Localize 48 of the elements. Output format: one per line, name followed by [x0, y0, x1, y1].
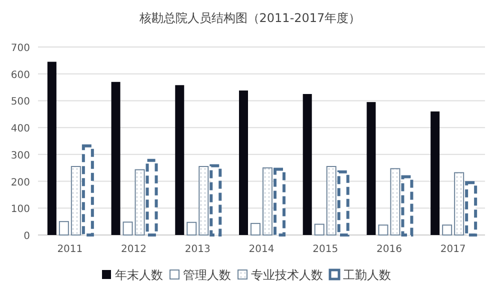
y-tick-label: 700 — [10, 43, 30, 54]
bar — [239, 90, 248, 235]
bar — [378, 224, 388, 236]
legend-label: 工勤人数 — [343, 268, 391, 282]
y-tick-label: 100 — [10, 204, 30, 216]
bar — [111, 82, 120, 235]
bar — [302, 94, 312, 235]
bar — [250, 222, 260, 236]
bar — [146, 158, 158, 236]
bar — [314, 224, 324, 236]
bar — [337, 170, 350, 236]
x-tick-label: 2016 — [376, 244, 402, 255]
y-tick-label: 500 — [10, 96, 30, 108]
bar — [262, 167, 272, 236]
x-tick-label: 2015 — [312, 244, 338, 255]
bar — [210, 164, 222, 236]
bar — [366, 102, 376, 235]
legend-label: 专业技术人数 — [251, 268, 323, 282]
bar — [134, 169, 145, 236]
y-tick-label: 600 — [10, 70, 30, 81]
y-tick-label: 0 — [24, 231, 30, 242]
y-tick-label: 300 — [10, 150, 30, 162]
x-tick-label: 2011 — [57, 244, 83, 255]
bar — [454, 172, 464, 236]
bar — [430, 111, 440, 235]
bar — [442, 224, 452, 236]
y-tick-label: 200 — [10, 177, 30, 188]
chart-title: 核勘总院人员结构图（2011-2017年度） — [138, 11, 361, 25]
bar — [401, 175, 414, 236]
bar — [58, 221, 69, 236]
bar — [326, 166, 336, 236]
legend-label: 年末人数 — [115, 268, 163, 282]
bar — [47, 62, 56, 235]
bar — [70, 166, 81, 236]
legend-label: 管理人数 — [183, 268, 231, 282]
bar — [186, 222, 197, 236]
bar — [198, 166, 209, 236]
y-tick-label: 400 — [10, 124, 30, 135]
bar — [465, 181, 478, 236]
bar — [390, 168, 400, 236]
x-tick-label: 2013 — [184, 244, 210, 255]
bar — [274, 168, 286, 236]
x-tick-label: 2014 — [248, 244, 274, 255]
x-tick-label: 2017 — [440, 244, 466, 255]
x-tick-label: 2012 — [121, 244, 147, 255]
bar — [175, 85, 184, 235]
bar — [122, 222, 133, 236]
bar — [82, 144, 94, 236]
